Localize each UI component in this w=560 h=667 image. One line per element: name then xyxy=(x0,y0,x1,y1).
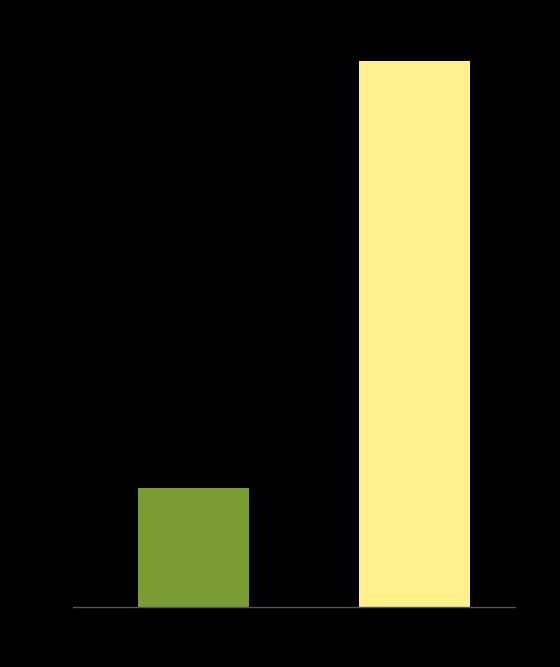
Bar xyxy=(360,61,470,607)
Bar xyxy=(138,488,249,607)
